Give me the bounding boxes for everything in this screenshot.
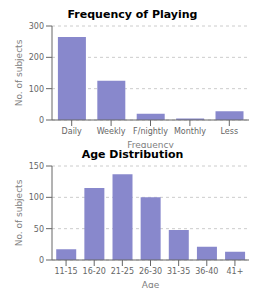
svg-text:200: 200 (29, 53, 44, 62)
svg-text:Age: Age (142, 280, 160, 288)
svg-text:21-25: 21-25 (111, 267, 134, 276)
svg-text:41+: 41+ (226, 267, 243, 276)
svg-text:16-20: 16-20 (83, 267, 106, 276)
svg-text:0: 0 (39, 116, 44, 125)
svg-text:Daily: Daily (62, 127, 83, 136)
svg-text:100: 100 (29, 193, 44, 202)
svg-text:Weekly: Weekly (97, 127, 126, 136)
svg-text:F/nightly: F/nightly (133, 127, 168, 136)
svg-text:No. of subjects: No. of subjects (14, 179, 24, 246)
html-text:Frequency of Playing: Frequency of Playing (67, 8, 198, 21)
svg-text:11-15: 11-15 (54, 267, 77, 276)
svg-text:No. of subjects: No. of subjects (14, 39, 24, 106)
svg-text:26-30: 26-30 (139, 267, 162, 276)
svg-text:150: 150 (29, 162, 44, 171)
svg-text:31-35: 31-35 (167, 267, 190, 276)
svg-text:36-40: 36-40 (195, 267, 218, 276)
svg-text:100: 100 (29, 85, 44, 94)
html-text:Age Distribution: Age Distribution (81, 148, 184, 161)
svg-text:Monthly: Monthly (174, 127, 206, 136)
svg-text:0: 0 (39, 256, 44, 265)
svg-text:Less: Less (221, 127, 239, 136)
svg-text:300: 300 (29, 22, 44, 31)
svg-text:Frequency: Frequency (127, 140, 174, 148)
svg-text:50: 50 (34, 225, 44, 234)
